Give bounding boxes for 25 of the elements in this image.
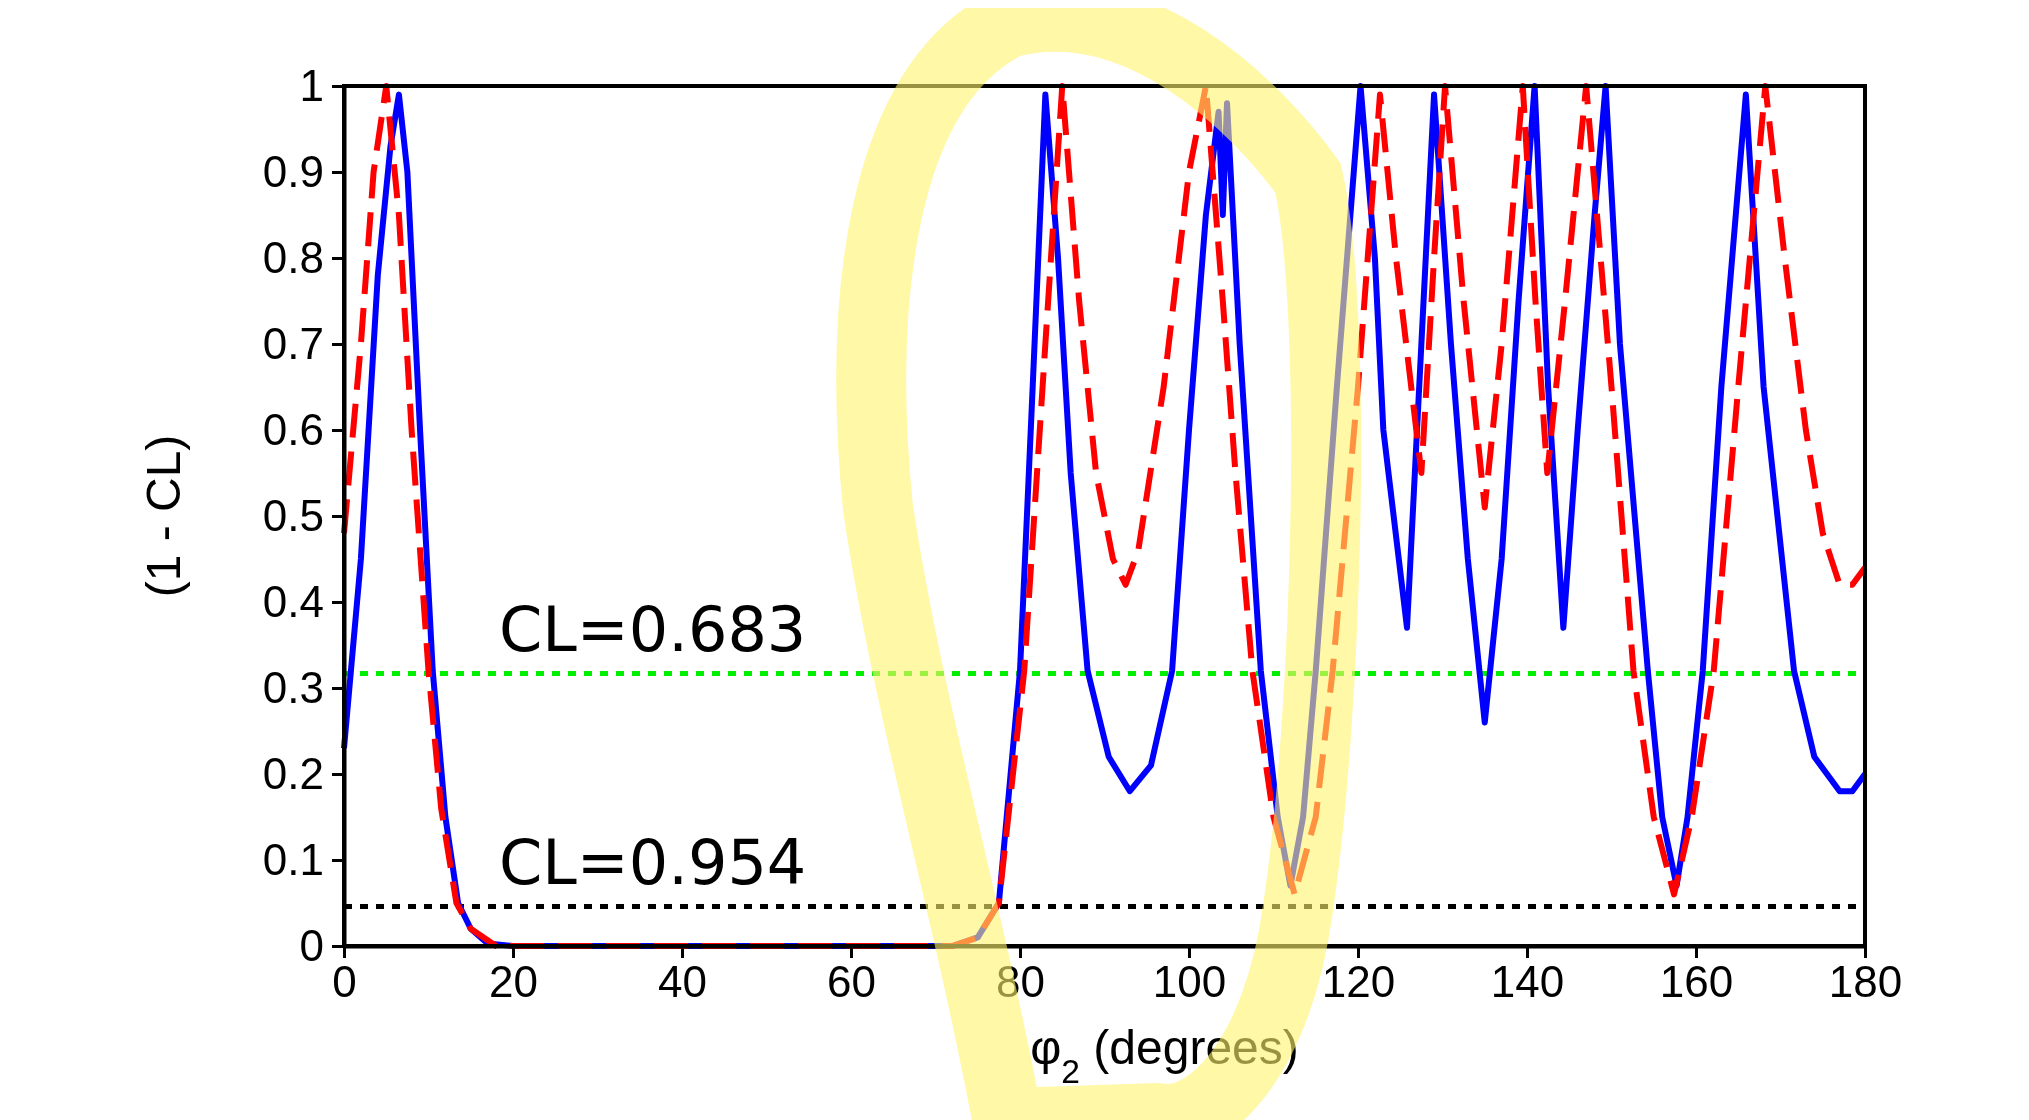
x-tick-label: 100 (1152, 957, 1227, 1007)
y-tick-label: 0.2 (262, 748, 324, 798)
y-tick-label: 0.3 (262, 662, 324, 712)
x-axis-title: φ$_{2}$ (degrees) (1030, 1021, 1299, 1090)
x-tick-label: 80 (996, 957, 1045, 1007)
x-tick-label: 180 (1828, 957, 1903, 1007)
x-tick-label: 160 (1659, 957, 1734, 1007)
x-tick-label: 40 (658, 957, 707, 1007)
x-tick-label: 60 (827, 957, 876, 1007)
y-tick-label: 0 (299, 920, 324, 970)
y-tick-label: 0.1 (262, 834, 324, 884)
y-tick-label: 0.6 (262, 404, 324, 454)
annotation: CL=0.683 (499, 593, 807, 667)
y-tick-label: 0.9 (262, 146, 324, 196)
x-tick-label: 0 (332, 957, 357, 1007)
y-tick-label: 0.4 (262, 576, 324, 626)
annotation: CL=0.954 (499, 826, 807, 900)
y-tick-label: 0.7 (262, 318, 324, 368)
y-axis-title: (1 - CL) (137, 434, 190, 598)
y-tick-label: 0.8 (262, 232, 324, 282)
x-tick-label: 140 (1490, 957, 1565, 1007)
y-tick-label: 1 (299, 60, 324, 110)
x-tick-label: 20 (489, 957, 538, 1007)
x-tick-label: 120 (1321, 957, 1396, 1007)
y-tick-label: 0.5 (262, 490, 324, 540)
